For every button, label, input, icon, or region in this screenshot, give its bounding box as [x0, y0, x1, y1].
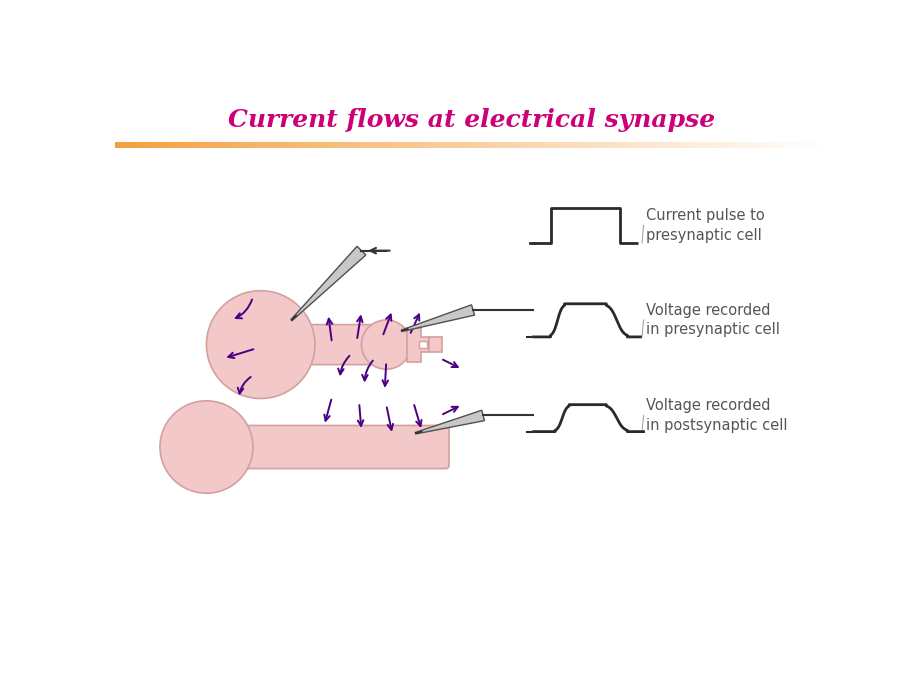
Text: Voltage recorded
in postsynaptic cell: Voltage recorded in postsynaptic cell	[645, 398, 787, 433]
Text: Current flows at electrical synapse: Current flows at electrical synapse	[228, 108, 714, 132]
Bar	[418, 341, 426, 348]
Text: Voltage recorded
in presynaptic cell: Voltage recorded in presynaptic cell	[645, 302, 779, 337]
FancyBboxPatch shape	[305, 324, 401, 364]
Polygon shape	[428, 337, 441, 353]
Polygon shape	[415, 411, 484, 434]
Circle shape	[361, 320, 411, 369]
Circle shape	[206, 290, 314, 399]
Circle shape	[160, 401, 253, 493]
Polygon shape	[407, 328, 428, 362]
FancyBboxPatch shape	[244, 426, 448, 469]
Polygon shape	[401, 305, 474, 331]
Polygon shape	[290, 246, 366, 320]
Text: Current pulse to
presynaptic cell: Current pulse to presynaptic cell	[645, 208, 764, 243]
